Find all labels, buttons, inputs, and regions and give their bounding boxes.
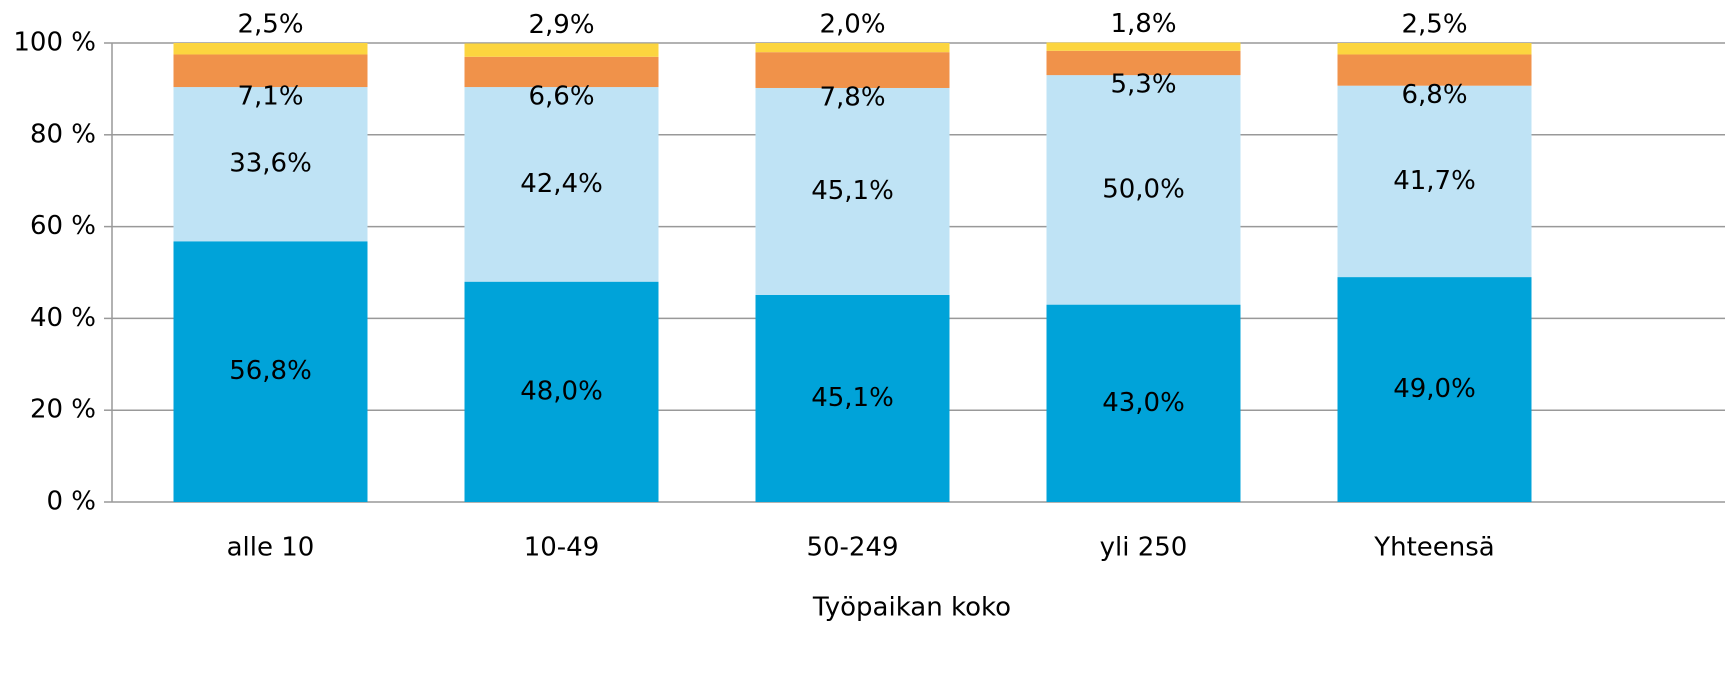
data-label: 7,1%	[237, 82, 303, 112]
x-axis-title: Työpaikan koko	[812, 593, 1011, 623]
data-label: 48,0%	[520, 376, 603, 406]
x-tick-label: 10-49	[524, 533, 600, 563]
bar-segment	[173, 43, 368, 55]
bar-segment	[1046, 50, 1241, 76]
data-label: 45,1%	[811, 176, 894, 206]
data-label: 43,0%	[1102, 388, 1185, 418]
data-label: 33,6%	[229, 149, 312, 179]
bar-segment	[1046, 75, 1241, 305]
data-label: 5,3%	[1110, 70, 1176, 100]
data-label: 2,9%	[528, 10, 594, 40]
data-label: 2,5%	[1401, 10, 1467, 40]
bar-segment	[1046, 304, 1241, 502]
data-label: 45,1%	[811, 383, 894, 413]
data-label: 2,0%	[819, 10, 885, 40]
y-tick-label: 60 %	[30, 211, 96, 241]
x-tick-label: 50-249	[806, 533, 898, 563]
bar-segment	[173, 87, 368, 242]
bar-segment	[1337, 277, 1532, 502]
bar-segment	[1337, 54, 1532, 86]
data-label: 49,0%	[1393, 374, 1476, 404]
y-tick-label: 80 %	[30, 119, 96, 149]
bar-segment	[464, 43, 659, 57]
x-tick-label: Yhteensä	[1373, 533, 1495, 563]
x-tick-label: yli 250	[1100, 533, 1188, 563]
data-label: 2,5%	[237, 10, 303, 40]
data-label: 1,8%	[1110, 9, 1176, 39]
bar-segment	[464, 87, 659, 282]
bar-segment	[173, 54, 368, 88]
bar-segment	[1337, 43, 1532, 55]
bar-segment	[1337, 85, 1532, 278]
bar-segment	[173, 241, 368, 502]
bar-segment	[755, 43, 950, 53]
bar-segment	[1046, 42, 1241, 51]
data-label: 41,7%	[1393, 166, 1476, 196]
data-label: 42,4%	[520, 169, 603, 199]
bar-segment	[464, 56, 659, 88]
y-tick-label: 100 %	[13, 28, 96, 58]
bar-segment	[755, 294, 950, 502]
y-tick-label: 20 %	[30, 395, 96, 425]
bar-segment	[755, 87, 950, 295]
bar-segment	[464, 281, 659, 502]
x-tick-label: alle 10	[227, 533, 315, 563]
y-tick-label: 40 %	[30, 303, 96, 333]
bar-segment	[755, 52, 950, 88]
y-tick-label: 0 %	[46, 487, 96, 517]
data-label: 6,6%	[528, 82, 594, 112]
data-label: 56,8%	[229, 356, 312, 386]
data-label: 6,8%	[1401, 80, 1467, 110]
data-label: 50,0%	[1102, 174, 1185, 204]
data-label: 7,8%	[819, 82, 885, 112]
